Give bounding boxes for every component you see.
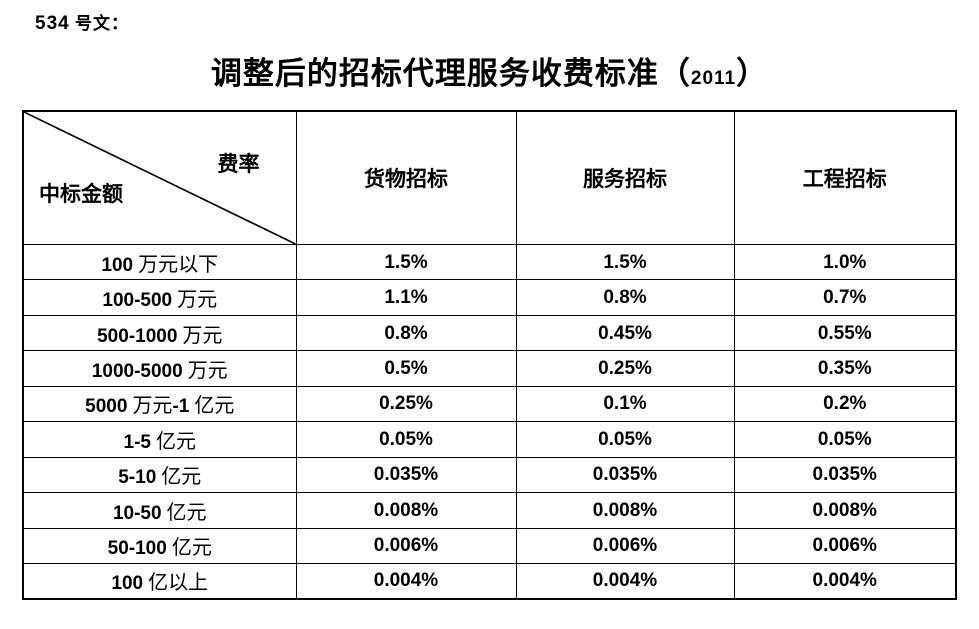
- corner-label-award-amount: 中标金额: [39, 182, 123, 206]
- row-label: 500-1000 万元: [22, 314, 297, 352]
- fee-rate-table: 费率 中标金额 货物招标 服务招标 工程招标 100 万元以下 1.5% 1.5…: [22, 110, 957, 600]
- fee-cell: 1.1%: [295, 279, 517, 316]
- row-label: 1000-5000 万元: [22, 350, 297, 387]
- fee-cell: 0.05%: [733, 421, 957, 458]
- column-header-goods: 货物招标: [295, 110, 517, 245]
- corner-header-cell: 费率 中标金额: [22, 110, 297, 245]
- fee-cell: 0.008%: [295, 492, 517, 529]
- row-label: 5000 万元-1 亿元: [22, 385, 297, 423]
- fee-cell: 0.035%: [515, 456, 735, 494]
- fee-cell: 0.55%: [733, 314, 957, 352]
- row-label: 100 亿以上: [22, 562, 297, 600]
- fee-cell: 0.004%: [295, 562, 517, 600]
- fee-cell: 0.008%: [733, 492, 957, 529]
- page-title: 调整后的招标代理服务收费标准（2011）: [210, 56, 769, 91]
- fee-cell: 0.05%: [515, 421, 735, 458]
- fee-table-body: 100 万元以下 1.5% 1.5% 1.0% 100-500 万元 1.1% …: [22, 243, 957, 600]
- table-row: 1000-5000 万元 0.5% 0.25% 0.35%: [22, 350, 957, 387]
- row-label: 50-100 亿元: [22, 527, 297, 564]
- table-row: 100 亿以上 0.004% 0.004% 0.004%: [22, 562, 957, 600]
- corner-box: 费率 中标金额: [24, 112, 296, 244]
- fee-cell: 0.25%: [295, 385, 517, 423]
- table-row: 50-100 亿元 0.006% 0.006% 0.006%: [22, 527, 957, 564]
- fee-cell: 0.2%: [733, 385, 957, 423]
- column-header-engineering: 工程招标: [733, 110, 957, 245]
- corner-label-rate: 费率: [217, 152, 260, 176]
- fee-cell: 0.5%: [295, 350, 517, 387]
- column-header-services: 服务招标: [515, 110, 735, 245]
- table-row: 10-50 亿元 0.008% 0.008% 0.008%: [22, 492, 957, 529]
- fee-cell: 0.8%: [295, 314, 517, 352]
- fee-cell: 0.008%: [515, 492, 735, 529]
- fee-cell: 0.8%: [515, 279, 735, 316]
- fee-cell: 0.006%: [733, 527, 957, 564]
- row-label: 5-10 亿元: [22, 456, 297, 494]
- fee-cell: 0.45%: [515, 314, 735, 352]
- header-row: 费率 中标金额 货物招标 服务招标 工程招标: [22, 110, 957, 245]
- fee-cell: 0.7%: [733, 279, 957, 316]
- fee-cell: 1.5%: [515, 243, 735, 281]
- fee-cell: 0.004%: [733, 562, 957, 600]
- fee-cell: 0.006%: [295, 527, 517, 564]
- fee-cell: 0.004%: [515, 562, 735, 600]
- doc-number-label: 534 号文：: [35, 13, 129, 34]
- table-row: 500-1000 万元 0.8% 0.45% 0.55%: [22, 314, 957, 352]
- fee-cell: 0.006%: [515, 527, 735, 564]
- fee-cell: 1.0%: [733, 243, 957, 281]
- table-row: 100-500 万元 1.1% 0.8% 0.7%: [22, 279, 957, 316]
- table-row: 100 万元以下 1.5% 1.5% 1.0%: [22, 243, 957, 281]
- fee-cell: 0.035%: [733, 456, 957, 494]
- diagonal-divider-line: [24, 112, 296, 244]
- table-row: 1-5 亿元 0.05% 0.05% 0.05%: [22, 421, 957, 458]
- row-label: 100 万元以下: [22, 243, 297, 281]
- fee-cell: 0.25%: [515, 350, 735, 387]
- table-row: 5-10 亿元 0.035% 0.035% 0.035%: [22, 456, 957, 494]
- table-row: 5000 万元-1 亿元 0.25% 0.1% 0.2%: [22, 385, 957, 423]
- row-label: 10-50 亿元: [22, 492, 297, 529]
- fee-cell: 0.1%: [515, 385, 735, 423]
- row-label: 1-5 亿元: [22, 421, 297, 458]
- fee-cell: 0.035%: [295, 456, 517, 494]
- fee-cell: 0.35%: [733, 350, 957, 387]
- row-label: 100-500 万元: [22, 279, 297, 316]
- fee-cell: 0.05%: [295, 421, 517, 458]
- fee-cell: 1.5%: [295, 243, 517, 281]
